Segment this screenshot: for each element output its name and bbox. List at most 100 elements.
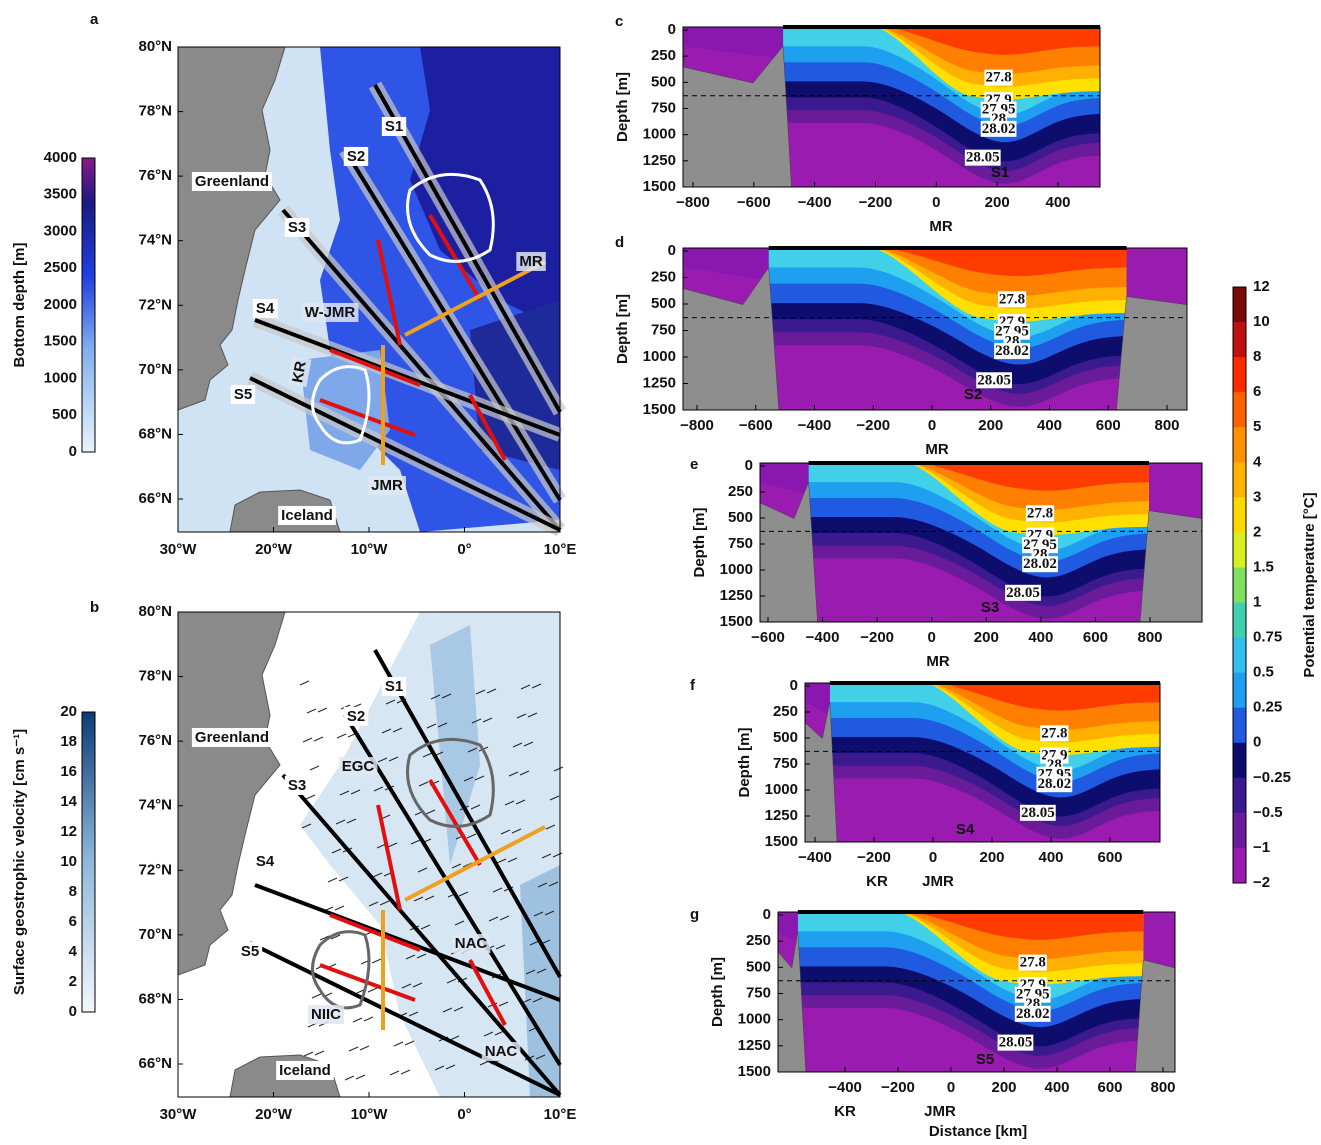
velocity-arrow bbox=[483, 1031, 494, 1037]
ridge-label: KR bbox=[834, 1103, 856, 1120]
isopycnal-label: 27.8 bbox=[1041, 725, 1067, 741]
colorbar-tick-label: 0 bbox=[1253, 734, 1261, 751]
y-tick-label: 0 bbox=[763, 906, 771, 923]
lat-tick-label: 76°N bbox=[138, 167, 172, 184]
colorbar bbox=[81, 157, 96, 453]
colorbar-tick-label: 2500 bbox=[44, 259, 77, 276]
label-box bbox=[1036, 776, 1073, 793]
section-label: S2 bbox=[964, 386, 982, 403]
velocity-arrow bbox=[385, 699, 396, 705]
y-tick-label: 1000 bbox=[720, 561, 753, 578]
velocity-arrow bbox=[393, 1041, 404, 1047]
velocity-arrow bbox=[413, 896, 424, 902]
x-tick-label: 800 bbox=[1150, 1079, 1175, 1096]
velocity-arrow bbox=[424, 895, 435, 901]
label-box bbox=[1022, 537, 1058, 554]
colorbar-tick-label: 5 bbox=[1253, 418, 1261, 435]
colorbar bbox=[81, 711, 96, 1013]
velocity-arrow bbox=[445, 1064, 456, 1070]
y-tick-label: 500 bbox=[746, 958, 771, 975]
label-box bbox=[976, 372, 1012, 389]
velocity-arrow bbox=[412, 982, 423, 988]
x-tick-label: 200 bbox=[974, 629, 999, 646]
lon-tick-label: 20°W bbox=[255, 541, 293, 558]
velocity-arrow bbox=[463, 776, 474, 782]
ridge-line bbox=[404, 260, 546, 337]
x-tick-label: −400 bbox=[828, 1079, 862, 1096]
x-tick-label: −400 bbox=[798, 417, 832, 434]
lon-tick-label: 30°W bbox=[160, 541, 198, 558]
colorbar-label: Potential temperature [°C] bbox=[1301, 492, 1318, 677]
isopycnal-label: 28.02 bbox=[1016, 1006, 1050, 1022]
y-tick-label: 750 bbox=[651, 99, 676, 116]
flow-area bbox=[430, 625, 480, 865]
velocity-arrow bbox=[499, 915, 510, 921]
y-tick-label: 1000 bbox=[643, 348, 676, 365]
map-label: S2 bbox=[347, 708, 365, 725]
panel-letter: a bbox=[90, 11, 99, 28]
label-box bbox=[287, 356, 312, 388]
label-box bbox=[984, 69, 1013, 86]
x-tick-label: 600 bbox=[1097, 1079, 1122, 1096]
x-tick-label: 200 bbox=[979, 849, 1004, 866]
section-line bbox=[249, 376, 561, 532]
y-tick-label: 0 bbox=[668, 242, 676, 259]
label-box bbox=[381, 116, 407, 136]
x-tick-label: 0 bbox=[928, 417, 936, 434]
x-tick-label: 400 bbox=[1044, 1079, 1069, 1096]
y-tick-label: 1500 bbox=[643, 178, 676, 195]
colorbar-band bbox=[1233, 637, 1246, 674]
cold-surface bbox=[805, 683, 830, 715]
y-axis-label: Depth [m] bbox=[614, 294, 631, 364]
label-box bbox=[284, 775, 310, 795]
section-border bbox=[682, 247, 1188, 411]
label-box bbox=[368, 475, 407, 495]
y-tick-label: 750 bbox=[773, 755, 798, 772]
eddy-contour bbox=[406, 737, 495, 828]
label-box bbox=[994, 323, 1030, 340]
velocity-arrow bbox=[504, 800, 515, 806]
map-label: S2 bbox=[347, 148, 365, 165]
y-axis-label: Depth [m] bbox=[736, 728, 753, 798]
velocity-arrow bbox=[410, 839, 421, 845]
velocity-arrow bbox=[545, 824, 556, 830]
x-tick-label: 800 bbox=[1137, 629, 1162, 646]
velocity-arrow bbox=[418, 781, 429, 787]
colorbar-band bbox=[1233, 777, 1246, 814]
isopycnal-label: 27.8 bbox=[1020, 955, 1046, 971]
velocity-arrow bbox=[494, 1030, 505, 1036]
velocity-arrow bbox=[389, 1070, 400, 1076]
x-axis-label: Distance [km] bbox=[929, 1123, 1027, 1140]
x-tick-label: 200 bbox=[985, 194, 1010, 211]
x-tick-label: −800 bbox=[676, 194, 710, 211]
x-tick-label: 200 bbox=[991, 1079, 1016, 1096]
y-axis-label: Depth [m] bbox=[691, 508, 708, 578]
colorbar-tick-label: 3000 bbox=[44, 222, 77, 239]
velocity-arrow bbox=[495, 944, 506, 950]
velocity-arrow bbox=[486, 688, 497, 694]
velocity-arrow bbox=[368, 901, 379, 907]
velocity-arrow bbox=[437, 722, 448, 728]
section-line bbox=[373, 84, 562, 413]
panel-letter: c bbox=[615, 13, 623, 30]
colorbar-band bbox=[1233, 497, 1246, 533]
isopycnal-label: 28.05 bbox=[1021, 805, 1055, 821]
colorbar-band bbox=[1233, 287, 1246, 323]
colorbar-band bbox=[1233, 357, 1246, 393]
label-box bbox=[284, 217, 310, 237]
lon-tick-label: 10°E bbox=[544, 541, 577, 558]
lat-tick-label: 70°N bbox=[138, 926, 172, 943]
label-box bbox=[338, 756, 378, 776]
velocity-arrow bbox=[417, 867, 428, 873]
topography bbox=[1116, 296, 1188, 411]
y-tick-label: 1250 bbox=[738, 1037, 771, 1054]
y-tick-label: 1500 bbox=[643, 401, 676, 418]
velocity-arrow bbox=[305, 794, 316, 800]
section-red bbox=[376, 239, 402, 346]
colorbar-band bbox=[1233, 812, 1246, 849]
x-tick-label: 600 bbox=[1083, 629, 1108, 646]
lat-tick-label: 78°N bbox=[138, 668, 172, 685]
velocity-arrow bbox=[531, 683, 542, 689]
label-box bbox=[191, 171, 273, 191]
ridge-line bbox=[404, 825, 546, 902]
